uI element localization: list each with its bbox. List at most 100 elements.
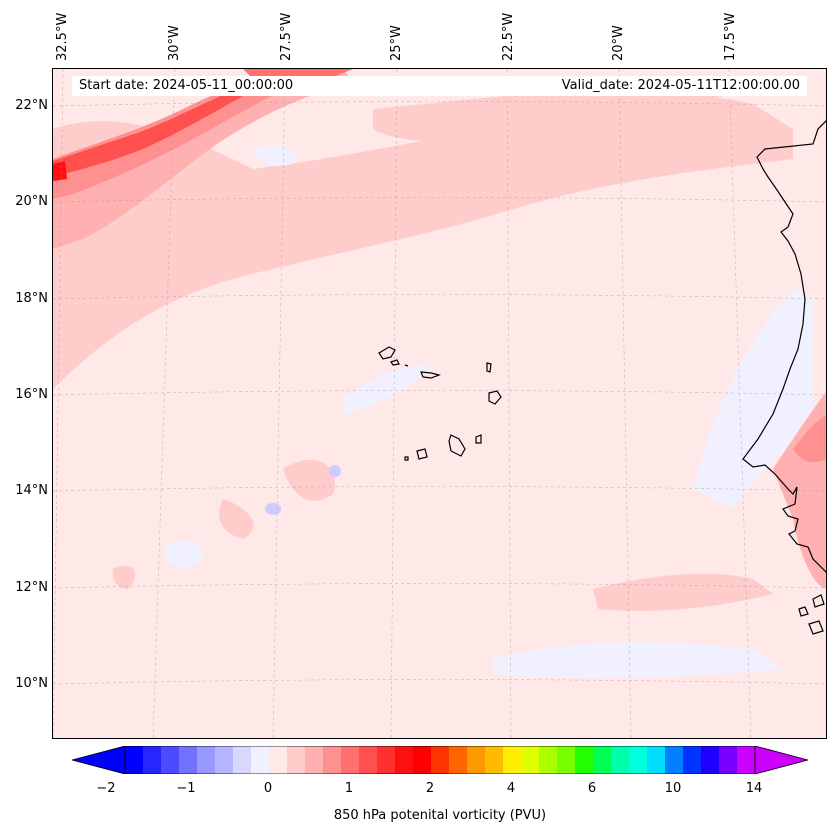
pv-streak-max — [53, 161, 67, 181]
island-sao-vicente — [390, 359, 400, 366]
colorbar-segment — [629, 746, 648, 774]
colorbar-segment — [197, 746, 216, 774]
pv-negative-east — [693, 289, 813, 509]
colorbar-segment — [125, 746, 144, 774]
cb-tick-neg2: −2 — [96, 781, 116, 796]
colorbar-segment — [341, 746, 360, 774]
colorbar-segment — [467, 746, 486, 774]
colorbar-segment — [521, 746, 540, 774]
colorbar-segment — [143, 746, 162, 774]
lat-label-22n: 22°N — [15, 98, 48, 113]
colorbar-segment — [251, 746, 270, 774]
pv-negative-north — [253, 144, 296, 166]
cb-tick-6: 6 — [587, 781, 597, 796]
valid-date-label: Valid_date: 2024-05-11T12:00:00.00 — [561, 78, 800, 93]
lon-label-25w: 25°W — [389, 25, 404, 61]
lon-label-27.5w: 27.5°W — [279, 12, 294, 61]
colorbar-segment — [539, 746, 558, 774]
colorbar-segment — [305, 746, 324, 774]
colorbar-outline — [124, 746, 756, 774]
pv-patch-sw — [219, 499, 254, 539]
pv-band-light — [53, 96, 793, 390]
colorbar-segment — [719, 746, 738, 774]
island-boa-vista — [488, 390, 502, 405]
island-santa-luzia — [404, 364, 409, 367]
colorbar-segment — [557, 746, 576, 774]
colorbar-segment — [395, 746, 414, 774]
cb-tick-14: 14 — [745, 781, 763, 796]
pv-streak-strong — [53, 69, 313, 199]
island-santiago — [448, 434, 466, 457]
colorbar-segment — [161, 746, 180, 774]
coast-guinea-bissau-islands — [798, 594, 825, 635]
pv-patch-southwest — [112, 565, 136, 589]
pv-patch-mid-w — [283, 459, 335, 501]
colorbar-under-arrow — [72, 746, 126, 774]
colorbar-over-arrow — [754, 746, 808, 774]
colorbar-segment — [647, 746, 666, 774]
map-panel — [52, 68, 827, 739]
colorbar-segment — [287, 746, 306, 774]
pv-patch-south-band — [593, 573, 773, 611]
island-santo-antao — [378, 346, 396, 360]
colorbar-segment — [431, 746, 450, 774]
colorbar-label: 850 hPa potenital vorticity (PVU) — [333, 808, 547, 823]
colorbar-segment — [665, 746, 684, 774]
pv-negative-mid — [343, 365, 433, 414]
pv-negative-cell-2 — [329, 465, 341, 477]
cb-tick-0: 0 — [263, 781, 273, 796]
island-sao-nicolau — [420, 371, 442, 379]
colorbar-segment — [611, 746, 630, 774]
colorbar-segment — [269, 746, 288, 774]
coast-mauritania-senegal — [742, 120, 826, 573]
colorbar — [72, 746, 808, 774]
pv-streak-core — [53, 81, 263, 177]
start-date-label: Start date: 2024-05-11_00:00:00 — [79, 78, 294, 93]
island-maio — [475, 434, 482, 444]
colorbar-segment — [233, 746, 252, 774]
lat-label-14n: 14°N — [15, 483, 48, 498]
lon-label-17.5w: 17.5°W — [723, 12, 738, 61]
cb-tick-1: 1 — [344, 781, 354, 796]
west-africa-coastline — [742, 120, 826, 635]
cb-tick-4: 4 — [506, 781, 516, 796]
colorbar-segment — [179, 746, 198, 774]
lat-label-16n: 16°N — [15, 387, 48, 402]
pv-negative-south — [493, 642, 783, 679]
date-bar: Start date: 2024-05-11_00:00:00 Valid_da… — [72, 76, 807, 96]
cb-tick-neg1: −1 — [176, 781, 196, 796]
colorbar-segment — [359, 746, 378, 774]
colorbar-segment — [737, 746, 756, 774]
lon-label-32.5w: 32.5°W — [55, 12, 70, 61]
colorbar-segment — [377, 746, 396, 774]
colorbar-segment — [701, 746, 720, 774]
lat-label-18n: 18°N — [15, 291, 48, 306]
pv-field-map — [53, 69, 826, 738]
colorbar-segment — [215, 746, 234, 774]
colorbar-segment — [485, 746, 504, 774]
island-fogo — [416, 448, 428, 460]
lon-label-30w: 30°W — [167, 25, 182, 61]
pv-negative-cell-1 — [265, 503, 281, 515]
colorbar-segment — [593, 746, 612, 774]
island-sal — [486, 362, 492, 373]
island-brava — [404, 456, 409, 461]
pv-negative-southwest — [163, 540, 203, 568]
colorbar-segment — [503, 746, 522, 774]
colorbar-segment — [449, 746, 468, 774]
colorbar-segments — [125, 746, 756, 774]
lat-label-12n: 12°N — [15, 580, 48, 595]
lat-label-10n: 10°N — [15, 676, 48, 691]
colorbar-segment — [575, 746, 594, 774]
cape-verde-islands — [378, 346, 502, 461]
pv-coastal-east-strong — [793, 415, 826, 462]
lat-label-20n: 20°N — [15, 194, 48, 209]
graticule — [53, 69, 826, 738]
cb-tick-10: 10 — [664, 781, 682, 796]
colorbar-segment — [683, 746, 702, 774]
colorbar-segment — [413, 746, 432, 774]
pv-streak-medium — [53, 69, 353, 249]
colorbar-segment — [323, 746, 342, 774]
cb-tick-2: 2 — [425, 781, 435, 796]
lon-label-22.5w: 22.5°W — [501, 12, 516, 61]
